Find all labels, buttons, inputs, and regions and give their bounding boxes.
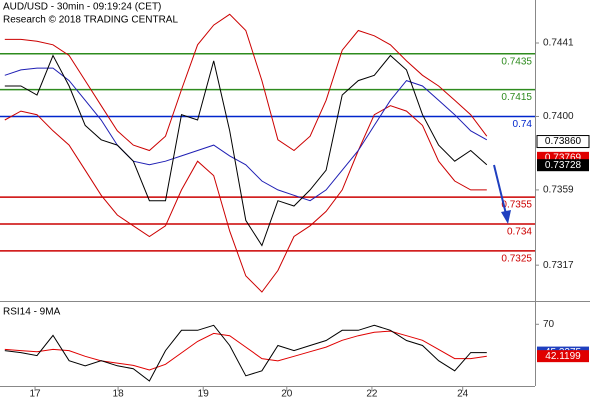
price-tag-label: 0.73769 — [545, 152, 582, 163]
chart-title: AUD/USD - 30min - 09:19:24 (CET) — [3, 2, 161, 13]
series-line — [4, 330, 487, 371]
y-tick-label: 0.7317 — [543, 260, 574, 271]
price-tag — [537, 350, 589, 363]
series-line — [4, 54, 488, 247]
x-tick-label: 22 — [366, 389, 378, 400]
level-label: 0.7435 — [501, 56, 532, 67]
forecast-arrow — [493, 164, 507, 215]
x-tick-label: 18 — [113, 389, 125, 400]
series-line — [4, 13, 488, 152]
price-tag — [536, 135, 590, 149]
series-line — [4, 105, 487, 293]
level-label: 0.7415 — [501, 92, 532, 103]
x-tick-label: 19 — [198, 389, 210, 400]
level-label: 0.74 — [513, 119, 533, 130]
series-line — [4, 67, 488, 202]
level-label: 0.734 — [507, 227, 532, 238]
price-tag-label: 0.73860 — [545, 136, 582, 147]
level-label: 0.7355 — [501, 200, 532, 211]
price-tag — [537, 159, 589, 172]
price-tag-label: 0.73728 — [545, 160, 582, 171]
rsi-title: RSI14 - 9MA — [3, 307, 61, 318]
y-tick-label: 0.7441 — [543, 38, 574, 49]
x-tick-label: 20 — [281, 389, 293, 400]
y-tick-label: 0.7359 — [543, 185, 574, 196]
price-tag-label: 42.1199 — [545, 351, 581, 362]
series-line — [4, 324, 487, 382]
plots: 0.7441 0.7400 0.7359 0.7317 0.7435 0.7415 0.74… — [0, 13, 590, 400]
y-tick-label: 0.7400 — [543, 111, 574, 122]
forecast-arrowhead — [501, 210, 511, 224]
x-tick-label: 17 — [29, 389, 41, 400]
x-tick-label: 24 — [457, 389, 469, 400]
chart-subtitle: Research © 2018 TRADING CENTRAL — [3, 15, 178, 26]
y-tick-label: 70 — [543, 319, 555, 330]
level-label: 0.7325 — [501, 253, 532, 264]
